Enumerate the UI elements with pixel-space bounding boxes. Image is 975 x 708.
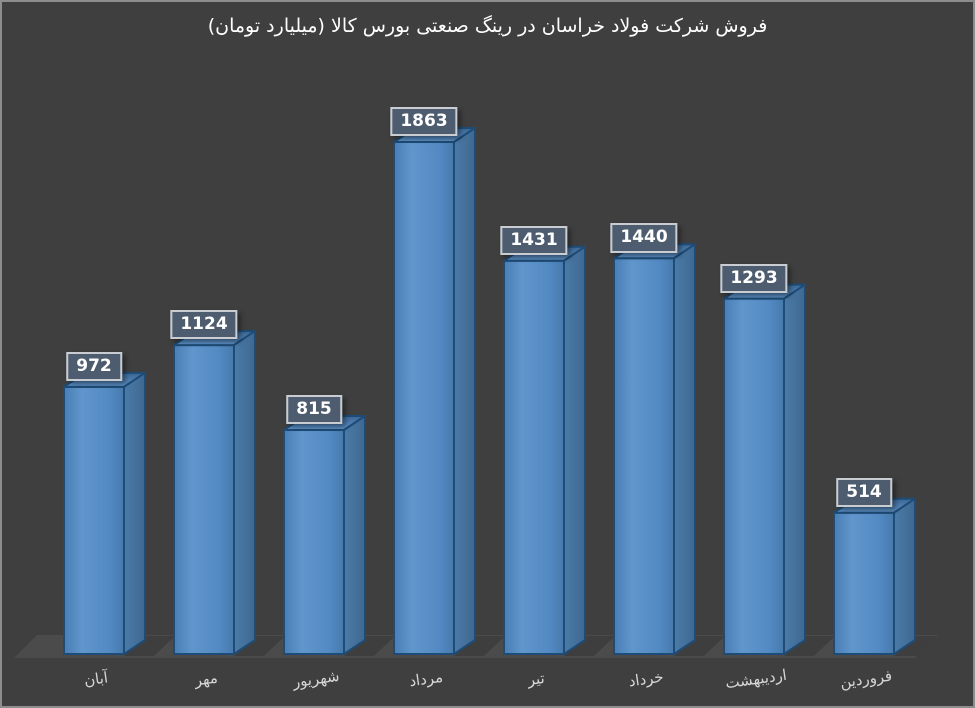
bar-front-face <box>393 141 455 655</box>
bar-front-face <box>283 429 345 655</box>
bar-front-face <box>503 259 565 655</box>
bar-shadow <box>124 636 175 656</box>
bar-series-7 <box>833 497 916 655</box>
bar-side-face <box>783 283 806 655</box>
bar-series-2 <box>283 415 366 655</box>
bar-shadow <box>564 636 615 656</box>
bar-shadow <box>344 636 395 656</box>
bar-shadow-layer <box>124 636 938 656</box>
bar-front-face <box>63 385 125 655</box>
bar-shadow <box>784 636 835 656</box>
bar-series-6 <box>723 283 806 655</box>
bars-layer <box>63 127 916 655</box>
bar-side-face <box>453 127 476 655</box>
bar-side-face <box>343 415 366 655</box>
chart-title: فروش شرکت فولاد خراسان در رینگ صنعتی بور… <box>207 15 768 37</box>
bar-shadow <box>454 636 505 656</box>
bar-side-face <box>123 371 146 655</box>
bar-front-face <box>833 511 895 655</box>
bar-side-face <box>233 330 256 655</box>
bar-side-face <box>563 245 586 655</box>
bar-shadow <box>234 636 285 656</box>
bar-front-face <box>173 344 235 655</box>
bar-shadow <box>674 636 725 656</box>
bar-series-3 <box>393 127 476 655</box>
bar-side-face <box>673 243 696 655</box>
bar-series-5 <box>613 243 696 655</box>
bar-series-4 <box>503 245 586 655</box>
bar-side-face <box>893 497 916 655</box>
bar-front-face <box>723 297 785 655</box>
bar-series-1 <box>173 330 256 655</box>
bar-front-face <box>613 257 675 655</box>
bar-series-0 <box>63 371 146 655</box>
